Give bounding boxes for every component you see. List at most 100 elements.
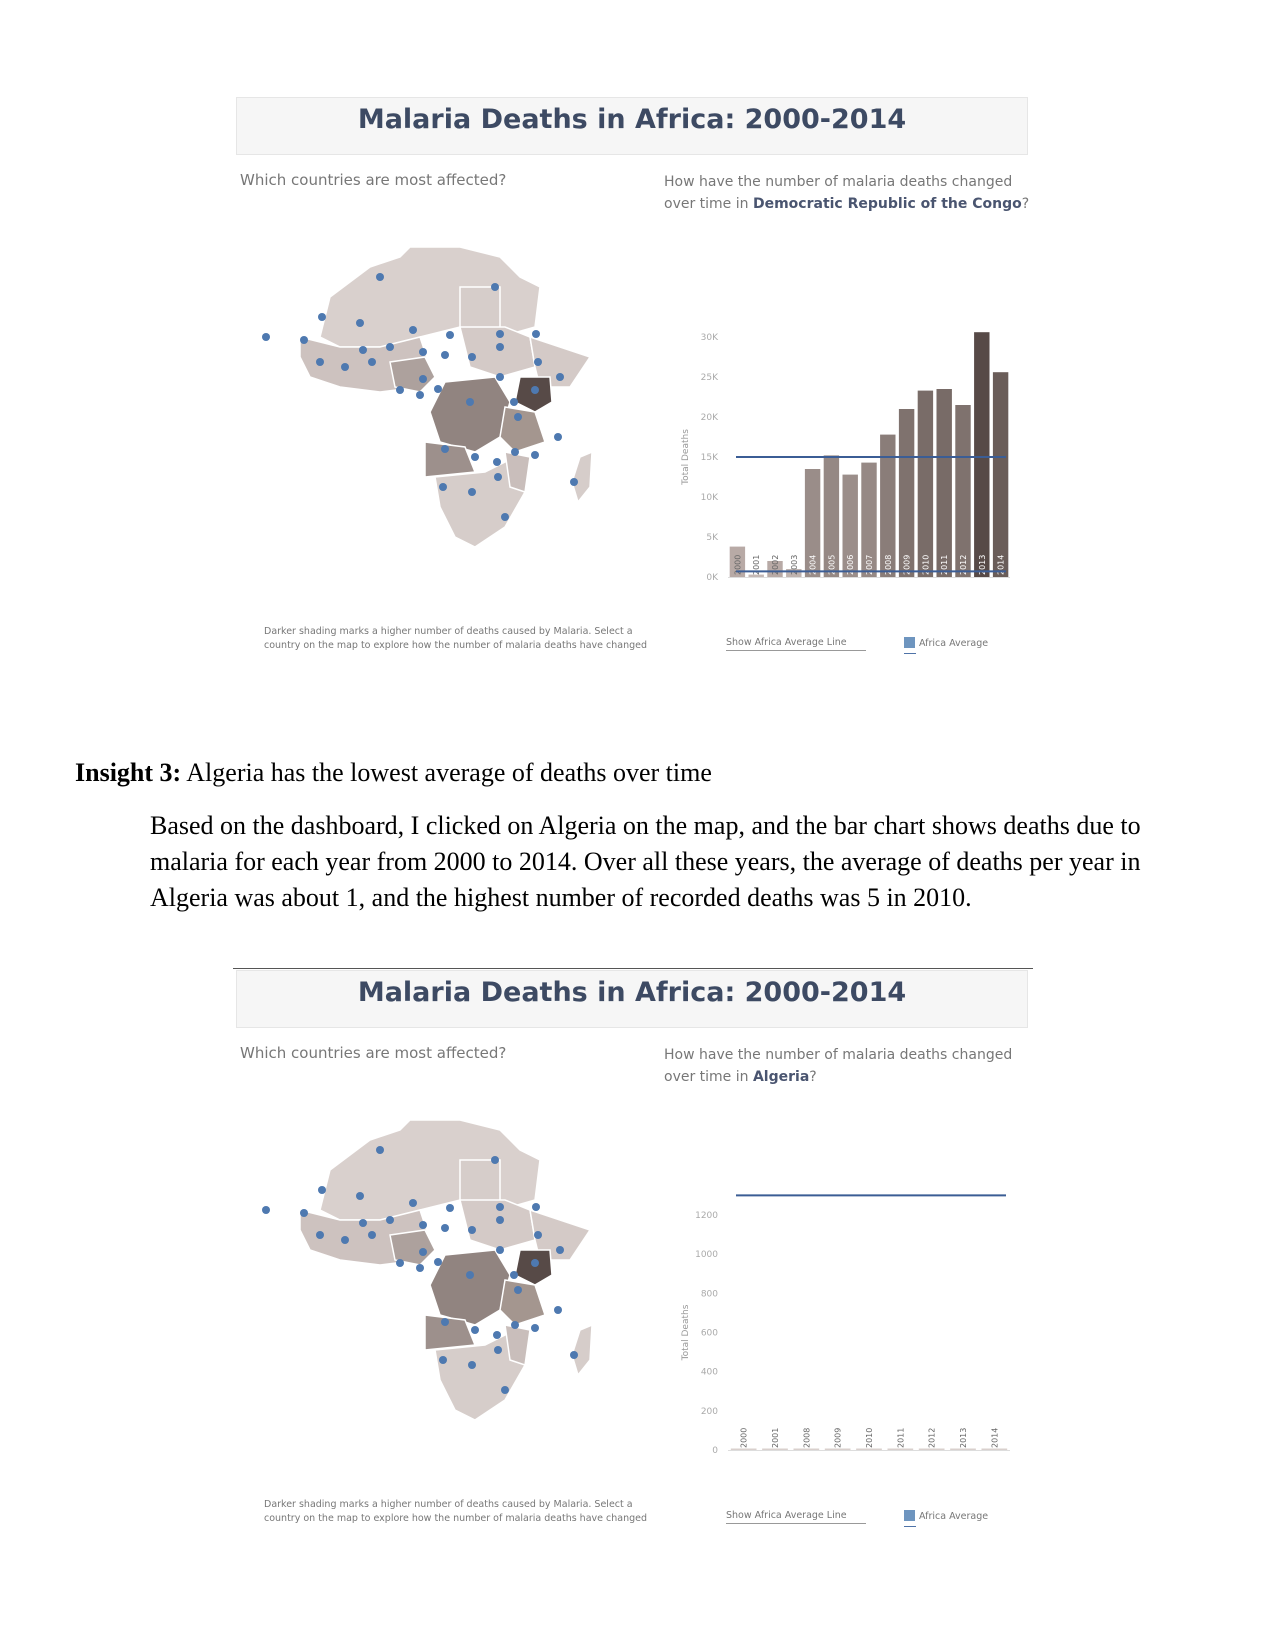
map-dot[interactable] <box>468 1226 476 1234</box>
map-dot[interactable] <box>570 478 578 486</box>
map-dot[interactable] <box>493 1331 501 1339</box>
map-dot[interactable] <box>531 386 539 394</box>
bar[interactable] <box>730 1448 757 1451</box>
bar[interactable] <box>729 546 746 577</box>
map-dot[interactable] <box>396 386 404 394</box>
country-madagascar[interactable] <box>571 450 593 504</box>
bar[interactable] <box>823 455 840 577</box>
country-southern-africa[interactable] <box>434 1328 526 1421</box>
map-dot[interactable] <box>494 1346 502 1354</box>
map-dot[interactable] <box>494 473 502 481</box>
country-horn[interactable] <box>529 335 592 388</box>
country-angola[interactable] <box>424 441 477 478</box>
bar[interactable] <box>842 474 858 577</box>
map-dot[interactable] <box>510 398 518 406</box>
bar[interactable] <box>955 405 971 577</box>
country-tanzania[interactable] <box>499 1279 546 1326</box>
map-dot[interactable] <box>514 1286 522 1294</box>
bar[interactable] <box>936 389 952 577</box>
map-dot[interactable] <box>570 1351 578 1359</box>
map-dot[interactable] <box>496 330 504 338</box>
map-dot[interactable] <box>466 398 474 406</box>
map-dot[interactable] <box>419 375 427 383</box>
map-countries[interactable] <box>299 246 593 548</box>
show-average-line-toggle[interactable]: Show Africa Average Line <box>726 637 866 651</box>
map-dot[interactable] <box>419 348 427 356</box>
bar[interactable] <box>793 1448 820 1451</box>
map-dot[interactable] <box>501 513 509 521</box>
map-dot[interactable] <box>318 1186 326 1194</box>
map-dot[interactable] <box>439 1356 447 1364</box>
map-dot[interactable] <box>532 1203 540 1211</box>
map-dot[interactable] <box>441 1224 449 1232</box>
country-nigeria[interactable] <box>389 1229 436 1266</box>
map-dot[interactable] <box>262 333 270 341</box>
map-dot[interactable] <box>493 458 501 466</box>
africa-map[interactable] <box>260 227 630 567</box>
country-kenya[interactable] <box>514 1249 553 1286</box>
country-drc[interactable] <box>429 1249 511 1326</box>
map-dot[interactable] <box>471 453 479 461</box>
country-horn[interactable] <box>529 1208 592 1261</box>
map-dot[interactable] <box>511 448 519 456</box>
bar[interactable] <box>887 1448 914 1451</box>
map-dot[interactable] <box>316 358 324 366</box>
country-madagascar[interactable] <box>571 1323 593 1377</box>
bar[interactable] <box>992 372 1009 577</box>
map-dot[interactable] <box>531 1324 539 1332</box>
map-dot[interactable] <box>556 1246 564 1254</box>
map-dot[interactable] <box>376 273 384 281</box>
map-dot[interactable] <box>441 351 449 359</box>
country-kenya[interactable] <box>514 376 553 413</box>
country-mozambique[interactable] <box>504 451 531 493</box>
bar[interactable] <box>767 561 783 577</box>
map-dot[interactable] <box>341 363 349 371</box>
map-dot[interactable] <box>409 1199 417 1207</box>
bar[interactable] <box>762 1448 788 1451</box>
map-dot[interactable] <box>416 1264 424 1272</box>
map-dot[interactable] <box>468 353 476 361</box>
map-dot[interactable] <box>531 1259 539 1267</box>
map-dot[interactable] <box>416 391 424 399</box>
map-dot[interactable] <box>496 1216 504 1224</box>
map-dot[interactable] <box>368 1231 376 1239</box>
map-dot[interactable] <box>554 433 562 441</box>
country-mozambique[interactable] <box>504 1324 531 1366</box>
show-average-line-toggle[interactable]: Show Africa Average Line <box>726 1510 866 1524</box>
map-dot[interactable] <box>376 1146 384 1154</box>
map-dot[interactable] <box>534 1231 542 1239</box>
bar[interactable] <box>880 434 896 577</box>
map-dot[interactable] <box>446 331 454 339</box>
map-dot[interactable] <box>491 283 499 291</box>
map-dot[interactable] <box>496 343 504 351</box>
bar[interactable] <box>917 390 934 577</box>
map-dot[interactable] <box>496 1203 504 1211</box>
map-dot[interactable] <box>356 1192 364 1200</box>
map-dot[interactable] <box>341 1236 349 1244</box>
country-tanzania[interactable] <box>499 406 546 453</box>
map-dot[interactable] <box>532 330 540 338</box>
bar[interactable] <box>804 469 821 577</box>
map-dot[interactable] <box>468 1361 476 1369</box>
bar[interactable] <box>856 1448 882 1451</box>
bar[interactable] <box>981 1448 1008 1451</box>
map-dot[interactable] <box>511 1321 519 1329</box>
map-dot[interactable] <box>439 483 447 491</box>
africa-map[interactable] <box>260 1100 630 1440</box>
map-dot[interactable] <box>300 1209 308 1217</box>
map-dot[interactable] <box>554 1306 562 1314</box>
country-drc[interactable] <box>429 376 511 453</box>
map-dot[interactable] <box>419 1248 427 1256</box>
bar[interactable] <box>861 462 877 577</box>
bar[interactable] <box>918 1448 945 1451</box>
map-dot[interactable] <box>491 1156 499 1164</box>
map-countries[interactable] <box>299 1119 593 1421</box>
map-dot[interactable] <box>514 413 522 421</box>
map-dot[interactable] <box>534 358 542 366</box>
map-dot[interactable] <box>441 1318 449 1326</box>
map-dot[interactable] <box>318 313 326 321</box>
bar[interactable] <box>786 569 802 577</box>
bar[interactable] <box>974 332 990 577</box>
country-nigeria[interactable] <box>389 356 436 393</box>
map-dot[interactable] <box>501 1386 509 1394</box>
